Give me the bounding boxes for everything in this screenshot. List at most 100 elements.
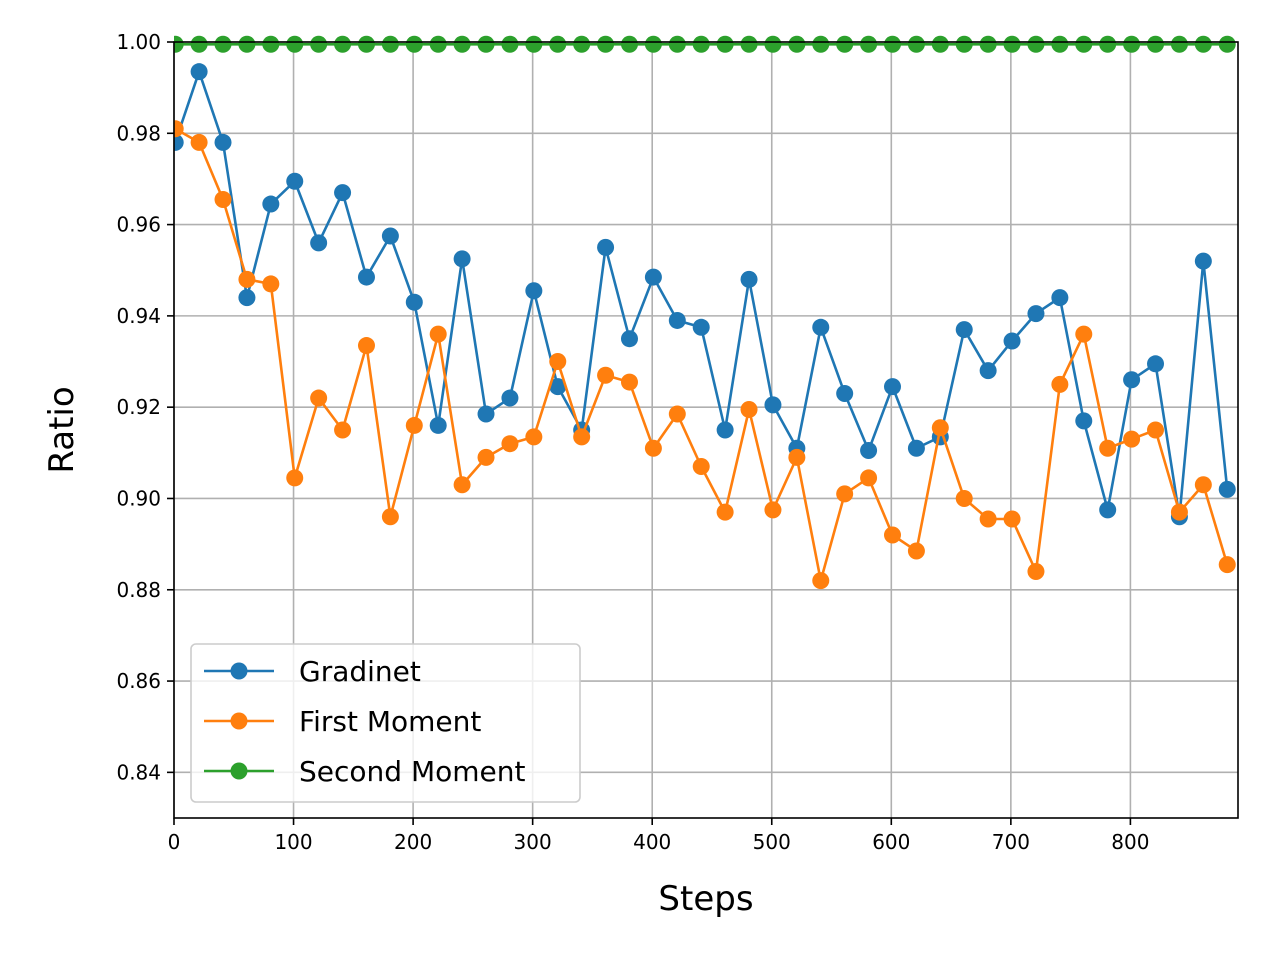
first-moment-data-point: [620, 373, 638, 391]
gradinet-data-point: [597, 238, 615, 256]
second-moment-data-point: [477, 35, 495, 53]
second-moment-data-point: [357, 35, 375, 53]
second-moment-data-point: [174, 35, 184, 53]
second-moment-data-point: [381, 35, 399, 53]
gradinet-data-point: [1051, 289, 1069, 307]
x-tick-label: 500: [753, 830, 791, 854]
gradinet-data-point: [716, 421, 734, 439]
gradinet-data-point: [644, 268, 662, 286]
first-moment-data-point: [692, 458, 710, 476]
legend-label-gradinet: Gradinet: [299, 655, 421, 688]
first-moment-data-point: [979, 510, 997, 528]
first-moment-data-point: [812, 572, 830, 590]
x-tick-label: 700: [992, 830, 1030, 854]
gradinet-data-point: [525, 282, 543, 300]
first-moment-data-point: [1075, 325, 1093, 343]
first-moment-data-point: [1099, 439, 1117, 457]
second-moment-data-point: [812, 35, 830, 53]
y-axis-title: Ratio: [42, 386, 82, 473]
first-moment-data-point: [262, 275, 280, 293]
second-moment-data-point: [1099, 35, 1117, 53]
x-tick-label: 300: [514, 830, 552, 854]
second-moment-data-point: [620, 35, 638, 53]
legend-box: [190, 643, 581, 803]
first-moment-data-point: [1027, 563, 1045, 581]
second-moment-data-point: [931, 35, 949, 53]
legend-label-first-moment: First Moment: [299, 705, 481, 738]
first-moment-data-point: [955, 489, 973, 507]
second-moment-data-point: [740, 35, 758, 53]
first-moment-data-point: [644, 439, 662, 457]
y-tick-label: 0.90: [116, 486, 161, 510]
first-moment-data-point: [668, 405, 686, 423]
first-moment-data-point: [1147, 421, 1165, 439]
gradinet-data-point: [979, 362, 997, 380]
second-moment-data-point: [262, 35, 280, 53]
x-tick-label: 600: [872, 830, 910, 854]
gradinet-data-point: [549, 378, 567, 396]
gradinet-data-point: [190, 63, 208, 81]
first-moment-data-point: [334, 421, 352, 439]
first-moment-data-point: [597, 366, 615, 384]
second-moment-data-point: [1218, 35, 1236, 53]
first-moment-data-point: [931, 419, 949, 437]
second-moment-data-point: [597, 35, 615, 53]
gradinet-data-point: [262, 195, 280, 213]
first-moment-data-point: [190, 133, 208, 151]
gradinet-data-point: [1218, 480, 1236, 498]
second-moment-data-point: [1194, 35, 1212, 53]
gradinet-data-point: [357, 268, 375, 286]
gradinet-data-point: [1027, 305, 1045, 323]
y-tick-label: 0.88: [116, 578, 161, 602]
y-tick-label: 0.84: [116, 760, 161, 784]
second-moment-data-point: [955, 35, 973, 53]
second-moment-data-point: [1027, 35, 1045, 53]
x-tick-label: 0: [168, 830, 181, 854]
x-axis-title: Steps: [658, 879, 753, 919]
x-tick-label: 200: [394, 830, 432, 854]
gradinet-data-point: [860, 442, 878, 460]
second-moment-data-point: [310, 35, 328, 53]
legend-label-second-moment: Second Moment: [299, 755, 525, 788]
gradinet-data-point: [1099, 501, 1117, 519]
first-moment-data-point: [1218, 556, 1236, 574]
first-moment-data-point: [286, 469, 304, 487]
first-moment-data-point: [740, 400, 758, 418]
gradinet-data-point: [238, 289, 256, 307]
first-moment-data-point: [1003, 510, 1021, 528]
gradinet-data-point: [907, 439, 925, 457]
first-moment-data-point: [1170, 503, 1188, 521]
second-moment-data-point: [214, 35, 232, 53]
x-tick-label: 100: [274, 830, 312, 854]
second-moment-data-point: [405, 35, 423, 53]
first-moment-data-point: [836, 485, 854, 503]
x-tick-label: 400: [633, 830, 671, 854]
gradinet-data-point: [334, 184, 352, 202]
gradinet-data-point: [1003, 332, 1021, 350]
first-moment-data-point: [405, 416, 423, 434]
second-moment-data-point: [238, 35, 256, 53]
second-moment-data-point: [764, 35, 782, 53]
first-moment-data-point: [525, 428, 543, 446]
gradinet-data-point: [1123, 371, 1141, 389]
first-moment-data-point: [860, 469, 878, 487]
gradinet-data-point: [1194, 252, 1212, 270]
second-moment-data-point: [979, 35, 997, 53]
second-moment-data-point: [836, 35, 854, 53]
first-moment-data-point: [453, 476, 471, 494]
second-moment-data-point: [644, 35, 662, 53]
second-moment-data-point: [907, 35, 925, 53]
gradinet-data-point: [764, 396, 782, 414]
legend: Gradinet First Moment Second Moment: [190, 643, 581, 803]
second-moment-data-point: [716, 35, 734, 53]
first-moment-data-point: [549, 353, 567, 371]
y-tick-label: 0.92: [116, 395, 161, 419]
plot-frame: [173, 41, 1239, 819]
first-moment-data-point: [310, 389, 328, 407]
second-moment-data-point: [525, 35, 543, 53]
first-moment-data-point: [357, 337, 375, 355]
first-moment-data-point: [1194, 476, 1212, 494]
first-moment-data-point: [1051, 375, 1069, 393]
y-tick-label: 0.96: [116, 213, 161, 237]
gradinet-data-point: [1075, 412, 1093, 430]
